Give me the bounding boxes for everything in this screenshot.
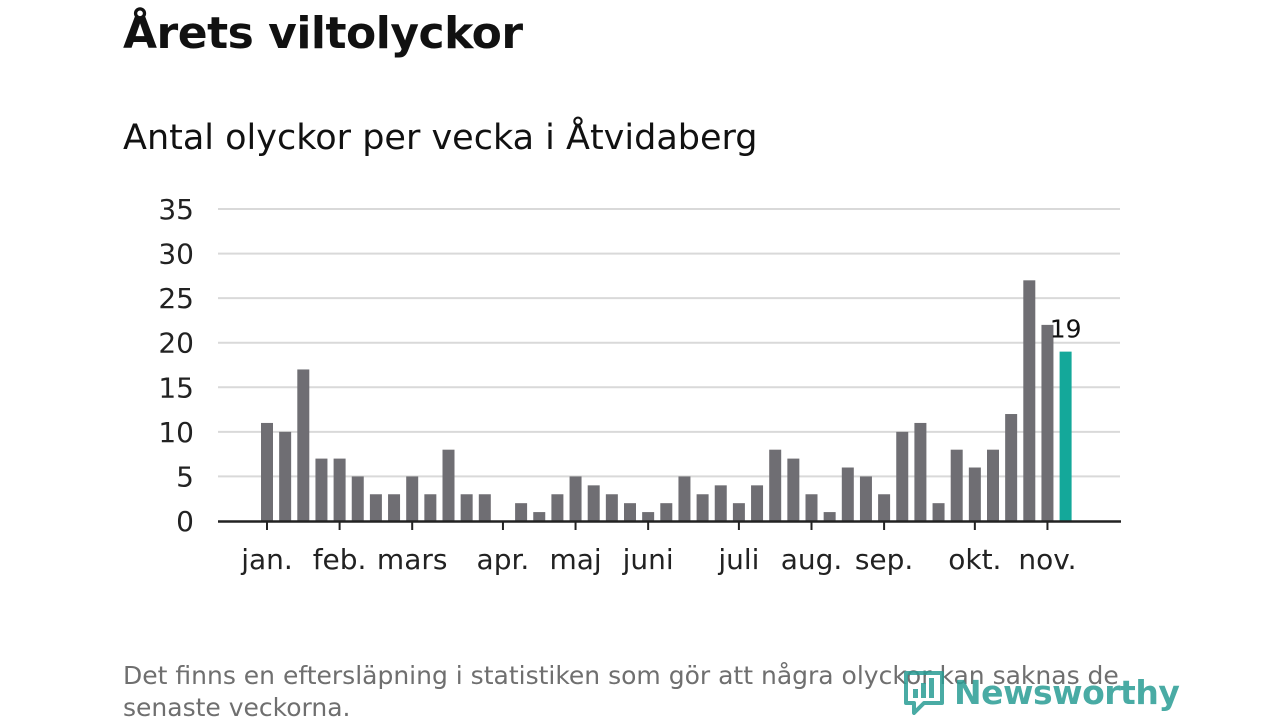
- x-tick-label: mars: [377, 543, 448, 576]
- bar: [297, 369, 310, 521]
- bar: [279, 431, 292, 521]
- bar: [914, 422, 927, 521]
- bar: [696, 494, 709, 521]
- bar: [261, 422, 273, 521]
- bar: [751, 485, 764, 521]
- x-axis: jan. feb. mars apr. maj juni juli aug. sep. okt. n…: [218, 520, 1121, 576]
- bar: [642, 512, 655, 521]
- chart-title: Årets viltolyckor: [123, 8, 523, 59]
- bar: [932, 503, 945, 521]
- bar: [388, 494, 401, 521]
- y-tick-label: 0: [176, 505, 194, 538]
- x-tick-label: okt.: [948, 543, 1001, 576]
- y-tick-label: 5: [176, 460, 194, 493]
- y-tick-label: 25: [158, 282, 194, 315]
- bar: [823, 512, 836, 521]
- bar: [333, 458, 346, 521]
- bar: [1023, 280, 1036, 521]
- x-tick-label: aug.: [781, 543, 843, 576]
- bar: [460, 494, 473, 521]
- bar: [878, 494, 891, 521]
- chart-subtitle: Antal olyckor per vecka i Åtvidaberg: [123, 118, 758, 158]
- y-axis-tick-labels: 0 5 10 15 20 25 30 35: [158, 193, 194, 538]
- bar: [478, 494, 491, 521]
- y-tick-label: 20: [158, 327, 194, 360]
- bar: [424, 494, 437, 521]
- bar: [587, 485, 600, 521]
- bar-highlighted: [1059, 351, 1072, 521]
- x-tick-label: jan.: [240, 543, 293, 576]
- y-tick-label: 15: [158, 371, 194, 404]
- bar: [315, 458, 328, 521]
- x-tick-label: juni: [622, 543, 674, 576]
- bar: [950, 449, 963, 521]
- bar: [515, 503, 528, 521]
- highlight-data-label: 19: [1050, 315, 1082, 344]
- bar: [1041, 324, 1054, 521]
- bar: [533, 512, 546, 521]
- bar: [968, 467, 981, 521]
- y-tick-label: 10: [158, 416, 194, 449]
- bar: [406, 476, 419, 521]
- bar: [841, 467, 854, 521]
- x-tick-label: juli: [717, 543, 759, 576]
- bar: [624, 503, 636, 521]
- bar: [369, 494, 382, 521]
- data-labels: 19: [1050, 315, 1082, 344]
- grid-lines: [218, 208, 1120, 478]
- bar: [442, 449, 455, 521]
- x-tick-label: feb.: [313, 543, 367, 576]
- bar: [714, 485, 727, 521]
- bar: [787, 458, 800, 521]
- x-tick-label: maj: [549, 543, 601, 576]
- bar: [987, 449, 999, 521]
- bars: [261, 280, 1072, 521]
- x-tick-label: apr.: [477, 543, 530, 576]
- bar: [605, 494, 618, 521]
- x-tick-label: sep.: [855, 543, 914, 576]
- y-tick-label: 35: [158, 193, 194, 226]
- bar: [732, 503, 745, 521]
- bar: [569, 476, 582, 521]
- newsworthy-logo-icon: [904, 671, 944, 715]
- x-tick-label: nov.: [1018, 543, 1076, 576]
- bar: [805, 494, 818, 521]
- newsworthy-logo-text: Newsworthy: [954, 672, 1180, 712]
- bar: [660, 503, 673, 521]
- newsworthy-logo[interactable]: Newsworthy: [902, 666, 1180, 718]
- bar: [896, 431, 909, 521]
- bar: [769, 449, 782, 521]
- bar: [1005, 414, 1018, 521]
- bar: [678, 476, 691, 521]
- bar: [551, 494, 564, 521]
- bar: [351, 476, 364, 521]
- y-tick-label: 30: [158, 238, 194, 271]
- bar: [859, 476, 872, 521]
- footnote: Det finns en eftersläpning i statistiken…: [123, 661, 1119, 722]
